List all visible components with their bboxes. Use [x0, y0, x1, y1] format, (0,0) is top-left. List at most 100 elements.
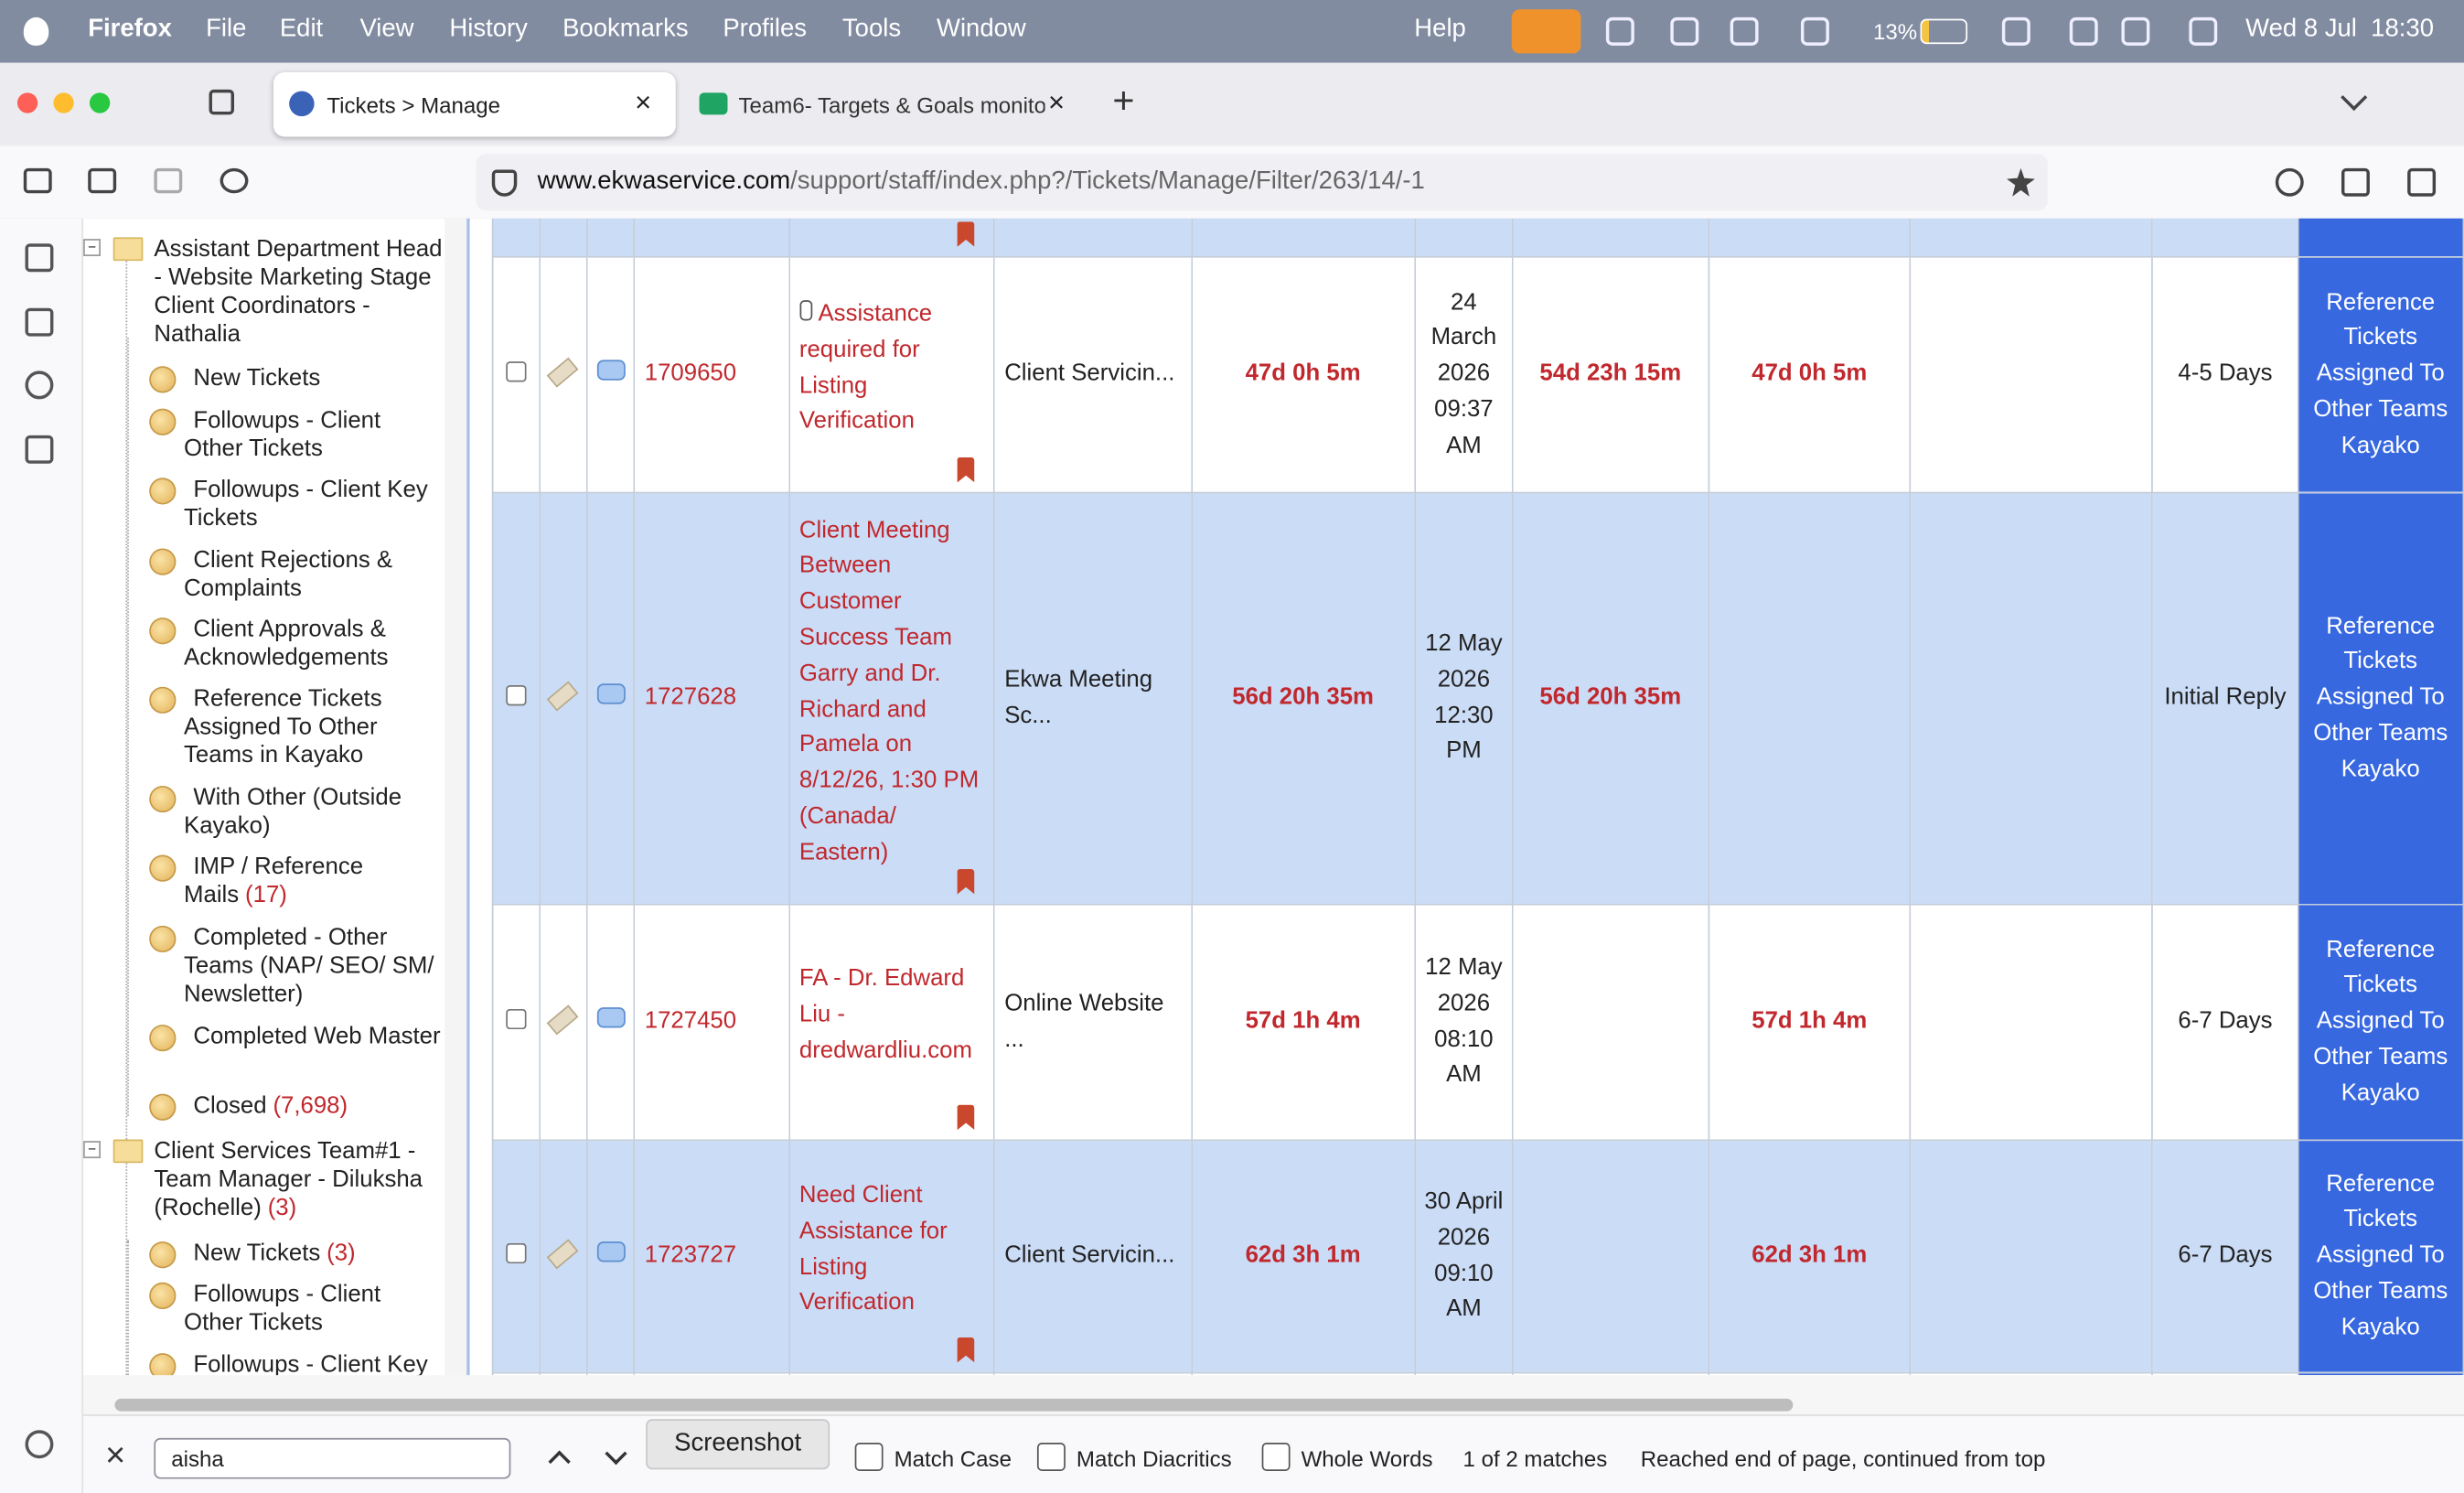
tree-item[interactable]: Client Rejections & Complaints — [184, 547, 445, 604]
status-icon[interactable] — [1730, 16, 1759, 46]
status-icon[interactable] — [2069, 16, 2098, 46]
department: Ekwa Meeting Sc... — [993, 491, 1193, 906]
tree-item[interactable]: Followups - Client Other Tickets — [184, 407, 445, 464]
tree-item[interactable]: Client Approvals & Acknowledgements — [184, 616, 445, 672]
option-checkbox[interactable] — [854, 1443, 884, 1471]
menu-item[interactable]: View — [359, 16, 414, 43]
find-nav[interactable] — [548, 1450, 571, 1473]
address-bar[interactable]: www.ekwaservice.com/support/staff/index.… — [476, 154, 2048, 211]
status-icon[interactable] — [2121, 16, 2150, 46]
sidebar-button[interactable] — [25, 243, 54, 273]
toolbar-button[interactable] — [2407, 167, 2437, 197]
menu-item[interactable]: Profiles — [723, 16, 808, 43]
edit-icon[interactable] — [547, 1004, 579, 1036]
department: Client Servicin... — [993, 1139, 1193, 1374]
window-control[interactable] — [16, 92, 38, 113]
menu-item[interactable]: Tools — [841, 16, 902, 43]
collapse-toggle[interactable]: − — [83, 239, 101, 257]
tree-scrollbar[interactable] — [445, 218, 470, 1394]
tree-item[interactable]: New Tickets — [184, 365, 445, 393]
ticket-subject[interactable]: Client Meeting Between Customer Success … — [798, 516, 980, 866]
horizontal-scrollbar[interactable] — [83, 1375, 2464, 1415]
menu-item[interactable]: Help — [1414, 16, 1466, 43]
menu-item[interactable]: History — [449, 16, 528, 43]
option-checkbox[interactable] — [1036, 1443, 1066, 1471]
sidebar-icons — [0, 218, 84, 1493]
menu-item[interactable]: File — [206, 16, 247, 43]
reply-icon[interactable] — [596, 1241, 625, 1262]
status-icon[interactable] — [1800, 16, 1829, 46]
new-tab[interactable]: + — [1112, 80, 1135, 123]
toolbar-button[interactable] — [2341, 167, 2370, 197]
mic-button[interactable] — [1511, 9, 1581, 54]
site-info[interactable] — [491, 169, 518, 197]
status-icon[interactable] — [1605, 16, 1634, 46]
tree-item[interactable]: Followups - Client Key Tickets — [184, 477, 445, 533]
tree-item-label: With Other (Outside Kayako) — [184, 784, 402, 840]
url-path: /support/staff/index.php?/Tickets/Manage… — [790, 167, 1425, 196]
reply-icon[interactable] — [596, 360, 625, 381]
tree-item[interactable]: Completed Web Master — [184, 1023, 445, 1051]
edit-icon[interactable] — [547, 681, 579, 712]
group-label[interactable]: Client Services Team#1 - Team Manager - … — [154, 1138, 445, 1223]
window-control[interactable] — [53, 92, 74, 113]
collapse-toggle[interactable]: − — [83, 1141, 101, 1159]
status-icon[interactable] — [2001, 16, 2030, 46]
tree-item[interactable]: Completed - Other Teams (NAP/ SEO/ SM/ N… — [184, 924, 445, 1009]
find-nav[interactable] — [605, 1442, 627, 1466]
ticket-subject[interactable]: FA - Dr. Edward Liu - dredwardliu.com — [798, 965, 972, 1064]
url-host: www.ekwaservice.com — [537, 167, 791, 196]
tab-list[interactable] — [2341, 83, 2368, 112]
tab-active[interactable]: Tickets > Manage × — [273, 72, 676, 137]
tree-item[interactable]: IMP / Reference Mails (17) — [184, 854, 445, 910]
window-control[interactable] — [89, 92, 111, 113]
status-icon[interactable] — [1670, 16, 1699, 46]
tab-close[interactable]: × — [1047, 86, 1066, 118]
menu-item[interactable]: Bookmarks — [562, 16, 689, 43]
ticket-id[interactable]: 1727450 — [633, 903, 790, 1142]
toolbar-button[interactable] — [2275, 167, 2304, 197]
sidebar-button[interactable] — [25, 435, 54, 464]
option-checkbox[interactable] — [1261, 1443, 1291, 1471]
subject-cell: Need Client Assistance for Listing Verif… — [787, 1139, 995, 1374]
sidebar-button[interactable] — [25, 371, 54, 400]
tree-item[interactable]: New Tickets (3) — [184, 1240, 445, 1268]
tab-close[interactable]: × — [635, 86, 652, 118]
back[interactable] — [88, 167, 117, 194]
tree-item[interactable]: Followups - Client Other Tickets — [184, 1281, 445, 1337]
ticket-id[interactable]: 1709650 — [633, 256, 790, 494]
sidebar-button[interactable] — [25, 1430, 54, 1459]
sidebar-button[interactable] — [25, 307, 54, 337]
row-checkbox[interactable] — [506, 1242, 527, 1263]
ticket-subject[interactable]: Need Client Assistance for Listing Verif… — [798, 1181, 948, 1316]
reply-icon[interactable] — [596, 683, 625, 704]
tree-item[interactable]: Reference Tickets Assigned To Other Team… — [184, 685, 445, 770]
row-checkbox[interactable] — [506, 360, 527, 381]
cell — [787, 218, 995, 258]
edit-icon[interactable] — [547, 357, 579, 388]
tree-item[interactable]: Closed (7,698) — [184, 1092, 445, 1121]
edit-icon[interactable] — [547, 1239, 579, 1270]
status-icon[interactable] — [2189, 16, 2218, 46]
row-checkbox[interactable] — [506, 684, 527, 705]
reply-icon[interactable] — [596, 1007, 625, 1028]
forward[interactable] — [154, 167, 183, 194]
ticket-id[interactable]: 1723727 — [633, 1139, 790, 1374]
time-elapsed: 62d 3h 1m — [1190, 1139, 1416, 1374]
menu-item[interactable]: Edit — [279, 16, 324, 43]
sidebar-toggle[interactable] — [23, 167, 52, 194]
ticket-id[interactable]: 1727628 — [633, 491, 790, 906]
bookmark-star[interactable] — [2007, 167, 2035, 197]
reload[interactable] — [220, 167, 249, 194]
scroll-thumb[interactable] — [114, 1398, 1794, 1412]
app-name[interactable]: Firefox — [88, 16, 172, 43]
ticket-subject[interactable]: Assistance required for Listing Verifica… — [798, 299, 933, 435]
tree-item[interactable]: With Other (Outside Kayako) — [184, 784, 445, 841]
find-close[interactable]: × — [105, 1434, 126, 1475]
menu-item[interactable]: Window — [936, 16, 1026, 43]
find-input[interactable]: aisha — [154, 1437, 511, 1479]
row-checkbox[interactable] — [506, 1008, 527, 1029]
tab[interactable]: Team6- Targets & Goals monitor × — [680, 72, 1085, 136]
group-label[interactable]: Assistant Department Head - Website Mark… — [154, 236, 445, 349]
tab-overview[interactable] — [209, 89, 234, 115]
